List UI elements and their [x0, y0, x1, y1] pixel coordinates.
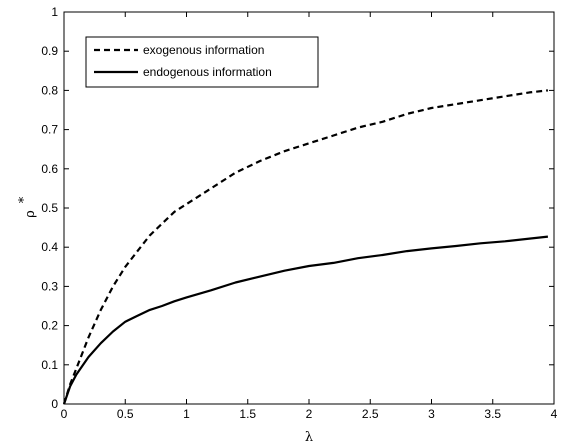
y-tick-label: 0.7 [41, 123, 58, 137]
x-tick-label: 1.5 [239, 407, 256, 421]
x-tick-label: 3.5 [484, 407, 501, 421]
y-axis-label-group: ρ * [17, 196, 38, 218]
x-tick-label: 0.5 [117, 407, 134, 421]
y-tick-label: 1 [51, 5, 58, 19]
y-tick-label: 0.3 [41, 279, 58, 293]
legend: exogenous information endogenous informa… [85, 36, 319, 88]
axis-ticks: 0 0.5 1 1.5 2 2.5 3 3.5 4 0 0.1 0.2 0.3 0.4 0.5 0.6 0.7 0… [41, 5, 557, 421]
x-tick-label: 4 [551, 407, 558, 421]
legend-label-endogenous: endogenous information [143, 65, 272, 79]
x-tick-label: 0 [61, 407, 68, 421]
y-tick-label: 0.8 [41, 83, 58, 97]
y-tick-label: 0.9 [41, 44, 58, 58]
y-tick-label: 0.1 [41, 358, 58, 372]
series-line-endogenous [62, 235, 549, 405]
y-axis-label-superscript: * [17, 196, 32, 203]
x-tick-label: 2.5 [362, 407, 379, 421]
y-tick-label: 0.6 [41, 162, 58, 176]
x-axis-label: λ [305, 430, 313, 445]
y-tick-label: 0.2 [41, 319, 58, 333]
y-tick-label: 0 [51, 397, 58, 411]
series-line-exogenous [62, 89, 549, 405]
x-tick-label: 3 [428, 407, 435, 421]
y-tick-label: 0.4 [41, 240, 58, 254]
x-tick-label: 1 [183, 407, 190, 421]
x-tick-label: 2 [306, 407, 313, 421]
y-tick-label: 0.5 [41, 201, 58, 215]
series-lines [62, 89, 549, 405]
legend-box [85, 36, 319, 88]
legend-label-exogenous: exogenous information [143, 43, 264, 57]
y-axis-label: ρ [23, 210, 38, 218]
